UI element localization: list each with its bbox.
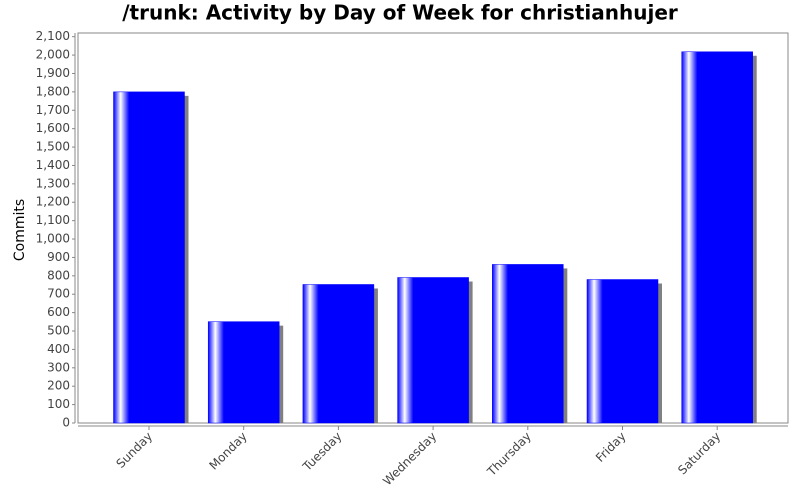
x-tick-label: Tuesday [299,429,344,474]
y-tick-label: 300 [47,360,70,374]
bar [397,277,469,424]
y-tick-label: 1,200 [36,195,70,209]
y-tick-label: 700 [47,287,70,301]
y-axis-title: Commits [12,199,28,261]
y-tick-label: 1,700 [36,103,70,117]
y-tick-label: 1,400 [36,158,70,172]
y-tick-label: 200 [47,379,70,393]
y-tick-label: 1,800 [36,84,70,98]
y-tick-label: 500 [47,324,70,338]
y-tick-label: 1,500 [36,140,70,154]
y-tick-label: 800 [47,268,70,282]
y-tick-label: 2,100 [36,29,70,43]
x-tick-label: Saturday [675,429,723,477]
y-tick-label: 600 [47,305,70,319]
x-tick-label: Friday [593,429,629,465]
x-tick-label: Wednesday [380,429,439,488]
x-tick-label: Thursday [484,429,534,479]
y-tick-label: 900 [47,250,70,264]
y-tick-label: 1,900 [36,66,70,80]
x-tick-label: Monday [206,429,249,472]
y-tick-label: 400 [47,342,70,356]
bar [492,264,564,424]
y-tick-label: 1,600 [36,121,70,135]
bar [681,51,753,424]
y-tick-label: 1,000 [36,232,70,246]
x-tick-label: Sunday [113,429,155,471]
y-tick-label: 2,000 [36,48,70,62]
bar [586,279,659,424]
y-tick-label: 0 [62,416,70,430]
bar [302,284,375,424]
chart-title: /trunk: Activity by Day of Week for chri… [122,1,678,25]
y-tick-label: 100 [47,397,70,411]
bar [207,321,280,424]
y-tick-label: 1,300 [36,176,70,190]
bar [113,91,185,424]
y-tick-label: 1,100 [36,213,70,227]
